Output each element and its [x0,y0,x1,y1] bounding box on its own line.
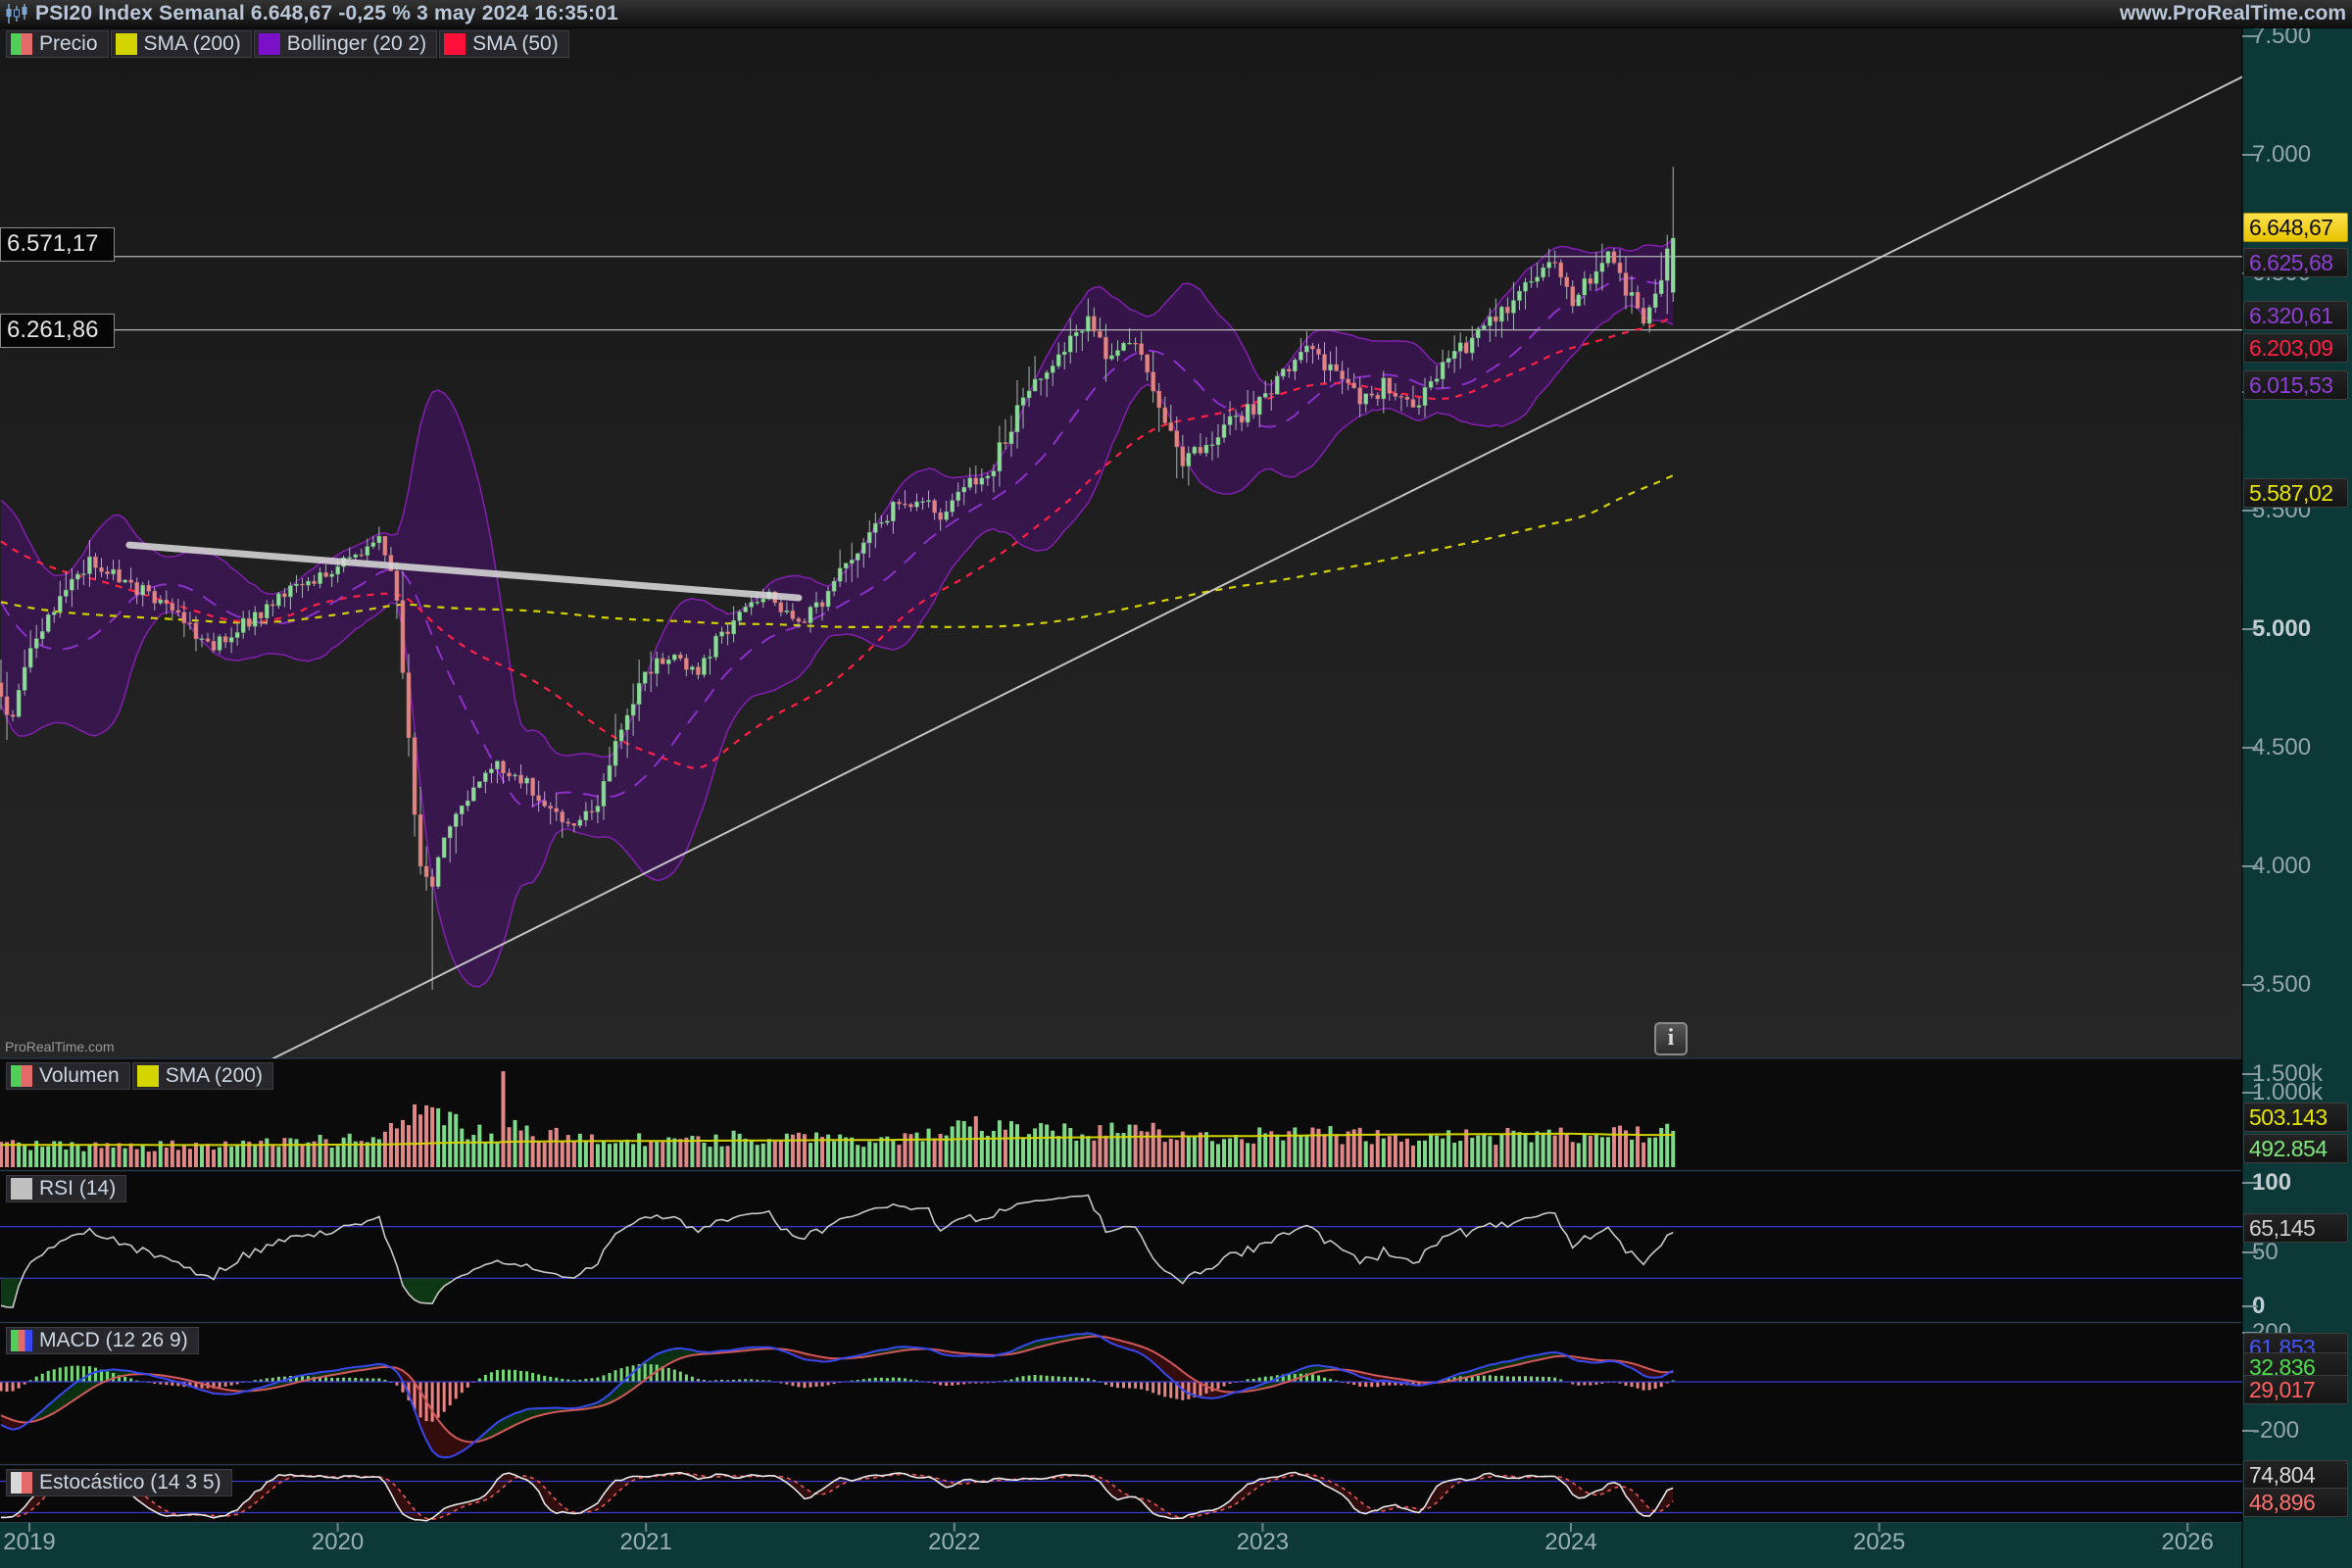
bollinger-mid-line [0,276,1674,808]
macd-line [0,1332,1674,1459]
bollinger-band-fill [1,238,1674,987]
stoch-d-line [0,1472,1674,1521]
trendline-thick-resistance[interactable] [125,541,803,602]
website-watermark: www.ProRealTime.com [2119,2,2346,24]
stoch-k-line [0,1471,1674,1522]
trendline-long-uptrend[interactable] [270,75,2243,1059]
bollinger-upper-line [0,238,1674,759]
sma50-line [0,315,1674,769]
info-button[interactable]: i [1654,1022,1688,1055]
bollinger-lower-line [0,304,1674,988]
macd-panel [0,1332,2242,1459]
chart-title: PSI20 Index Semanal 6.648,67 -0,25 % 3 m… [35,2,618,24]
rsi-line [0,1194,1674,1308]
candlestick-series [0,167,1676,990]
candlestick-icon [4,3,29,24]
sma200-line [0,474,1674,628]
rsi-panel [0,1194,2242,1308]
title-bar: PSI20 Index Semanal 6.648,67 -0,25 % 3 m… [0,0,2352,28]
price-panel [0,75,2243,1059]
macd-signal-line [0,1335,1674,1444]
volume-sma-line [1,1132,1674,1147]
volume-panel [0,1071,1676,1167]
